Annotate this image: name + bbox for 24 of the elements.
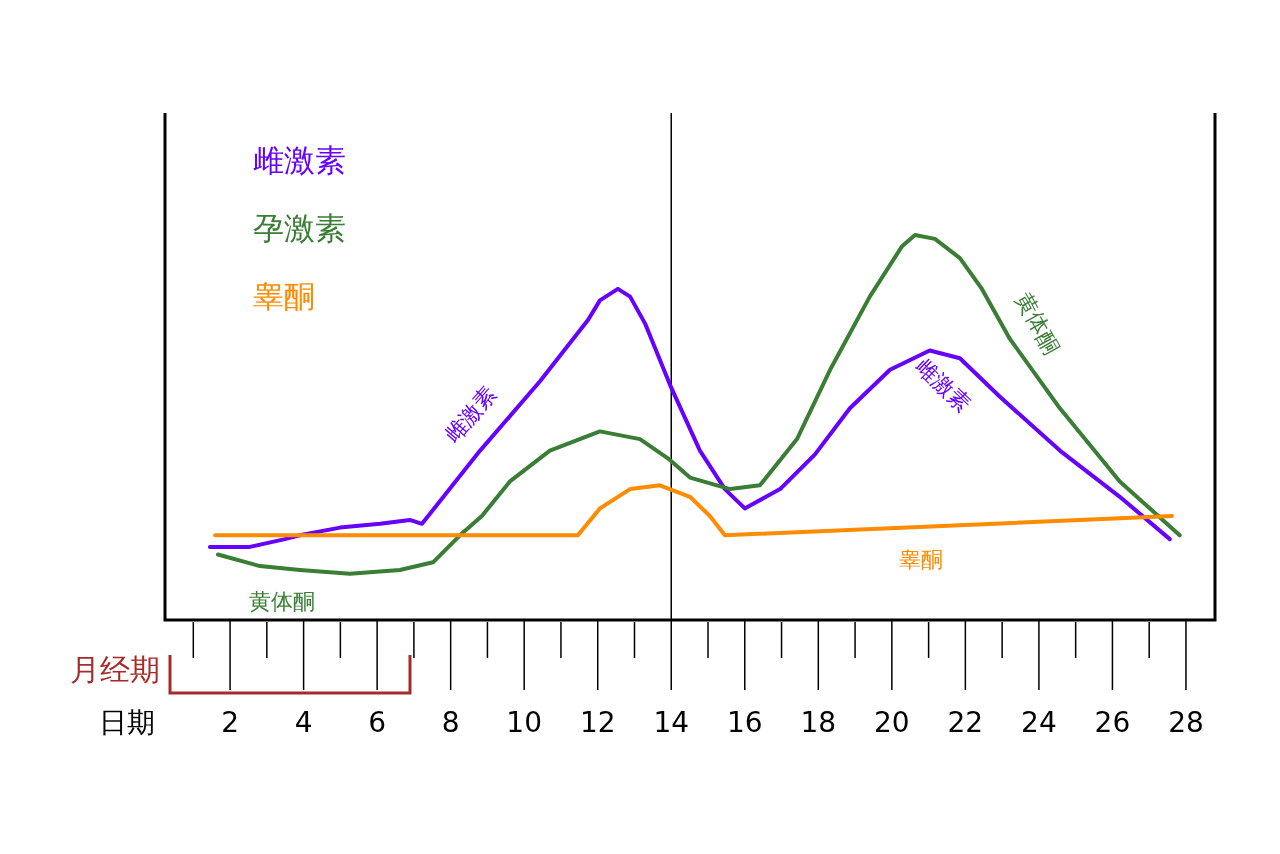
legend-item: 睾酮 (253, 278, 315, 314)
x-tick-label: 20 (874, 706, 910, 739)
x-tick-label: 6 (368, 706, 387, 739)
annotation: 月经期 (70, 652, 160, 687)
annotation: 睾酮 (899, 547, 944, 573)
x-tick-label: 2 (221, 706, 239, 739)
x-tick-label: 18 (800, 706, 837, 739)
x-tick-label: 12 (579, 706, 616, 739)
x-tick-label: 14 (653, 706, 690, 739)
legend-item: 雌激素 (253, 142, 346, 178)
x-tick-label: 28 (1168, 706, 1204, 739)
x-tick-label: 26 (1094, 706, 1131, 739)
annotation: 黄体酮 (248, 589, 315, 615)
annotation: 黄体酮 (1010, 288, 1065, 359)
x-tick-label: 16 (726, 706, 763, 739)
x-tick-label: 22 (947, 706, 984, 739)
x-tick-label: 10 (506, 706, 542, 739)
x-tick-label: 8 (441, 706, 460, 739)
annotation: 雌激素 (439, 381, 502, 448)
annotation: 雌激素 (910, 353, 976, 417)
x-tick-label: 4 (294, 706, 313, 739)
legend-item: 孕激素 (253, 210, 346, 246)
x-tick-label: 24 (1021, 706, 1057, 739)
x-axis-title: 日期 (99, 706, 155, 739)
